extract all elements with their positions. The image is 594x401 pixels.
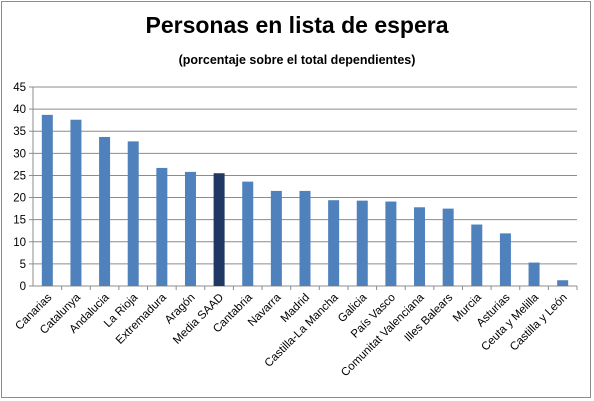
bar-7 (242, 181, 254, 286)
bar-14 (442, 208, 454, 286)
chart-subtitle: (porcentaje sobre el total dependientes) (178, 53, 416, 67)
bar-11 (356, 200, 368, 286)
y-tick-label: 45 (13, 82, 26, 94)
y-tick-label: 5 (20, 259, 26, 271)
bar-10 (328, 200, 340, 286)
bar-15 (471, 224, 483, 286)
bar-9 (299, 190, 311, 286)
y-tick-label: 35 (13, 126, 26, 138)
bar-13 (414, 207, 426, 286)
bar-18 (557, 280, 569, 286)
bar-2 (99, 136, 111, 286)
x-tick-label: Navarra (246, 291, 284, 329)
y-tick-label: 20 (13, 193, 26, 205)
y-tick-label: 10 (13, 237, 26, 249)
bar-4 (156, 167, 168, 286)
chart-title: Personas en lista de espera (145, 12, 449, 38)
y-tick-label: 40 (13, 104, 26, 116)
bar-1 (70, 119, 82, 286)
bar-5 (184, 171, 196, 286)
bar-8 (270, 190, 282, 286)
bar-3 (127, 141, 139, 286)
bar-17 (528, 262, 540, 286)
y-tick-label: 0 (20, 281, 26, 293)
y-tick-label: 30 (13, 148, 26, 160)
bar-12 (385, 201, 397, 286)
bar-16 (499, 233, 511, 286)
y-tick-label: 15 (13, 215, 26, 227)
y-tick-label: 25 (13, 170, 26, 182)
bar-6 (213, 173, 225, 286)
x-tick-label: Extremadura (114, 291, 169, 346)
bar-0 (41, 114, 53, 286)
